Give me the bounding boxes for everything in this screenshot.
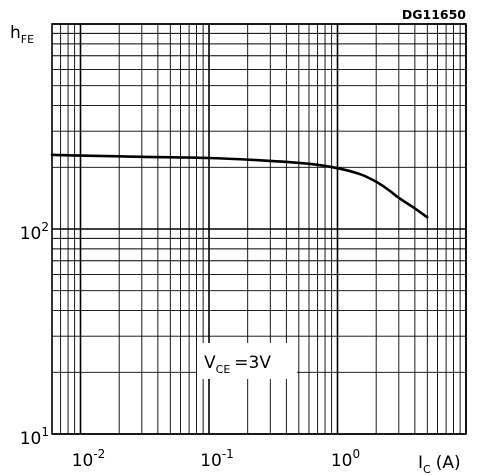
annotation-box (197, 343, 297, 379)
tick-labels: 10-2 10-1 100 101 102 (20, 220, 360, 471)
vce-annotation: VCE =3V (204, 353, 271, 376)
y-tick-label: 102 (20, 220, 49, 244)
y-axis-label: hFE (10, 23, 34, 46)
hfe-curve (50, 153, 429, 219)
x-tick-label: 10-1 (200, 447, 234, 471)
plot-frame (51, 23, 467, 435)
x-axis-label: IC (A) (418, 453, 461, 475)
y-tick-label: 101 (20, 425, 49, 449)
x-tick-label: 100 (331, 447, 360, 471)
figure-id-label: DG11650 (402, 7, 466, 22)
x-tick-label: 10-2 (72, 447, 106, 471)
